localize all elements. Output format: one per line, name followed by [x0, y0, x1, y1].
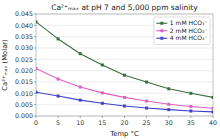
point — [57, 95, 60, 98]
tick-label: 0.005 — [15, 101, 33, 108]
point — [101, 64, 104, 67]
tick-label: 0.040 — [15, 22, 33, 29]
page: {"chart_data": { "type": "line", "title"… — [0, 0, 220, 140]
point — [36, 91, 38, 94]
legend-label: 1 mM HCO₃⁻ — [170, 19, 208, 26]
tick-label: 35 — [187, 119, 195, 126]
tick-label: 0.020 — [15, 67, 33, 74]
point — [145, 107, 148, 110]
tick-label: 40 — [209, 119, 217, 126]
grid-line — [36, 59, 213, 60]
legend-marker — [160, 37, 163, 40]
grid-line — [36, 48, 213, 49]
point — [145, 100, 148, 103]
legend-marker — [160, 22, 163, 25]
legend-marker — [160, 29, 163, 32]
y-axis-label: Ca²⁺ₘₐₓ (Molar) — [1, 39, 9, 91]
plot-data — [36, 20, 213, 113]
point — [79, 99, 82, 102]
point — [123, 96, 126, 99]
tick-mark — [102, 116, 103, 118]
tick-label: 0.015 — [15, 78, 33, 85]
tick-mark — [190, 116, 191, 118]
title: Ca²⁺ₘₐₓ at pH 7 and 5,000 ppm salinity — [51, 3, 198, 12]
chart: 0.000 0.005 0.010 0.015 0.020 0.025 0.030 0.035… — [0, 0, 220, 140]
tick-label: 0.030 — [15, 44, 33, 51]
tick-label: 15 — [98, 119, 106, 126]
point — [79, 52, 82, 55]
series-line — [36, 92, 213, 112]
point — [212, 110, 214, 113]
tick-label: 5 — [56, 119, 60, 126]
legend-box — [154, 17, 210, 45]
tick-label: 0.035 — [15, 33, 33, 40]
series — [36, 67, 213, 110]
point — [189, 105, 192, 108]
grid-line — [36, 82, 213, 83]
point — [57, 37, 60, 40]
tick-label: 0 — [34, 119, 38, 126]
legend-label: 2 mM HCO₃⁻ — [170, 27, 208, 34]
series — [36, 91, 213, 114]
point — [123, 105, 126, 108]
point — [212, 107, 214, 110]
point — [101, 91, 104, 94]
legend: 1 mM HCO₃⁻2 mM HCO₃⁻4 mM HCO₃⁻ — [154, 17, 210, 45]
tick-label: 0.010 — [15, 90, 33, 97]
series — [36, 20, 213, 98]
legend-swatch — [156, 23, 167, 24]
tick-label: 10 — [76, 119, 84, 126]
plot-frame — [36, 14, 213, 116]
tick-mark — [80, 116, 81, 118]
legend-swatch — [156, 38, 167, 39]
tick-mark — [36, 116, 37, 118]
tick-label: 0.045 — [15, 10, 33, 17]
axes: 0.000 0.005 0.010 0.015 0.020 0.025 0.030 0.035… — [15, 10, 217, 126]
legend-swatch — [156, 30, 167, 31]
point — [167, 108, 170, 111]
point — [79, 85, 82, 88]
tick-label: 20 — [120, 119, 128, 126]
series-line — [36, 22, 213, 97]
tick-label: 0.025 — [15, 56, 33, 63]
tick-mark — [146, 116, 147, 118]
tick-label: 0.000 — [15, 112, 33, 119]
point — [189, 110, 192, 113]
grid-line — [36, 70, 213, 71]
tick-mark — [168, 116, 169, 118]
point — [36, 20, 38, 23]
point — [167, 87, 170, 90]
plot-area — [36, 14, 213, 116]
point — [145, 81, 148, 84]
x-axis-label: Temp °C — [109, 130, 139, 138]
point — [189, 92, 192, 95]
tick-label: 30 — [165, 119, 173, 126]
point — [123, 74, 126, 77]
legend-label: 4 mM HCO₃⁻ — [170, 34, 208, 41]
tick-mark — [213, 116, 214, 118]
tick-mark — [124, 116, 125, 118]
point — [57, 78, 60, 81]
point — [212, 96, 214, 99]
point — [167, 103, 170, 106]
series-line — [36, 68, 213, 108]
point — [36, 67, 38, 70]
point — [101, 102, 104, 105]
tick-label: 25 — [143, 119, 151, 126]
tick-mark — [58, 116, 59, 118]
